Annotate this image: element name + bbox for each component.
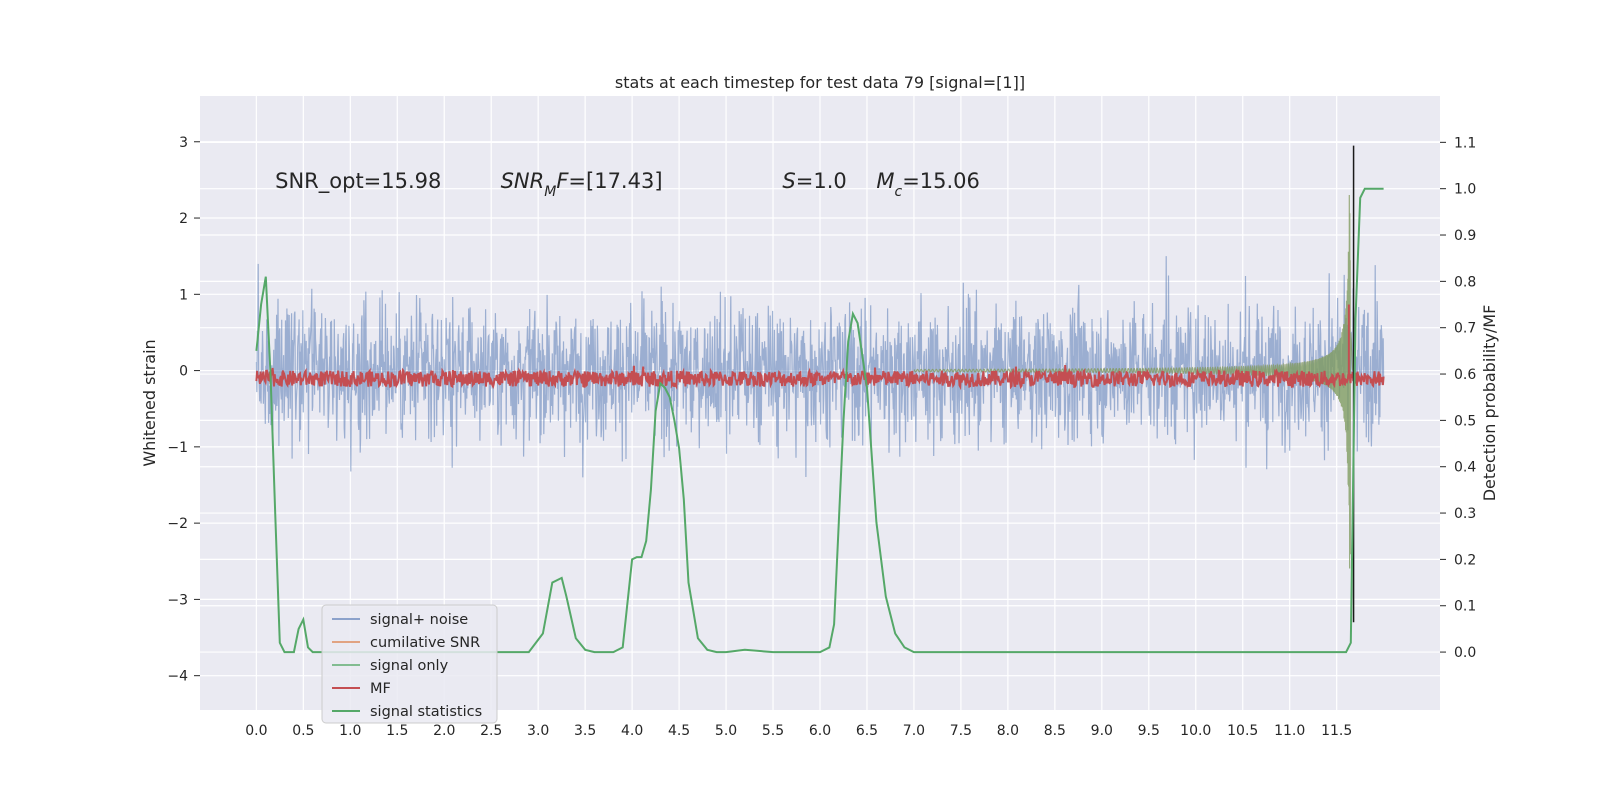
y2-tick-label: 0.5	[1454, 413, 1476, 429]
legend-label: signal+ noise	[370, 612, 468, 628]
annotation-s: S=1.0	[782, 169, 846, 193]
y-tick-label: 3	[179, 135, 188, 151]
y2-tick-label: 0.1	[1454, 599, 1476, 615]
legend-box	[321, 604, 498, 724]
x-tick-label: 1.0	[339, 723, 361, 739]
y-axis-label: Whitened strain	[140, 339, 159, 466]
x-tick-label: 8.5	[1044, 723, 1066, 739]
annotation-snr-mf: SNRMF=[17.43]	[501, 169, 663, 200]
x-tick-label: 2.5	[480, 723, 502, 739]
legend-label: cumilative SNR	[370, 635, 480, 651]
series-signal-only-line	[913, 194, 1354, 569]
x-tick-label: 7.5	[950, 723, 972, 739]
y2-tick-label: 1.0	[1454, 182, 1476, 198]
x-tick-label: 9.5	[1138, 723, 1160, 739]
y2-tick-label: 0.7	[1454, 321, 1476, 337]
y2-tick-label: 0.8	[1454, 274, 1476, 290]
x-tick-label: 7.0	[903, 723, 925, 739]
y2-tick-label: 0.9	[1454, 228, 1476, 244]
y-tick-label: −4	[167, 669, 188, 685]
legend: signal+ noise cumilative SNR signal only MF…	[321, 604, 498, 724]
x-tick-label: 6.5	[856, 723, 878, 739]
chart-title: stats at each timestep for test data 79 …	[615, 73, 1025, 92]
x-tick-label: 5.5	[762, 723, 784, 739]
series-layer	[255, 145, 1385, 654]
x-tick-label: 2.0	[433, 723, 455, 739]
legend-label: signal only	[370, 658, 449, 674]
y-tick-label: 1	[179, 287, 188, 303]
legend-label: signal statistics	[370, 704, 482, 720]
x-tick-label: 3.0	[527, 723, 549, 739]
axes: 0.0 0.5 1.0 1.5 2.0 2.5 3.0 3.5 4.0 4.5 5.0 5.5 6.0 6…	[167, 135, 1476, 739]
grid	[200, 96, 1440, 710]
y2-tick-label: 0.4	[1454, 460, 1476, 476]
x-tick-label: 4.0	[621, 723, 643, 739]
x-tick-label: 0.5	[292, 723, 314, 739]
x-tick-label: 9.0	[1091, 723, 1113, 739]
x-tick-label: 10.5	[1227, 723, 1258, 739]
y2-tick-label: 1.1	[1454, 135, 1476, 151]
x-tick-label: 8.0	[997, 723, 1019, 739]
legend-label: MF	[370, 681, 391, 697]
series-mf-line	[255, 364, 1385, 391]
y2-tick-label: 0.0	[1454, 645, 1476, 661]
series-signal-noise-line	[255, 256, 1385, 478]
y2-tick-label: 0.2	[1454, 552, 1476, 568]
annotation-mc: Mc=15.06	[876, 169, 980, 200]
x-tick-label: 4.5	[668, 723, 690, 739]
x-tick-label: 5.0	[715, 723, 737, 739]
annotations: SNR_opt=15.98 SNRMF=[17.43] S=1.0 Mc=15.06	[275, 169, 980, 200]
y2-tick-label: 0.6	[1454, 367, 1476, 383]
y-tick-label: 0	[179, 364, 188, 380]
y-tick-label: −1	[167, 440, 188, 456]
y-tick-label: −2	[167, 516, 188, 532]
x-tick-label: 11.0	[1274, 723, 1305, 739]
y-tick-label: −3	[167, 592, 188, 608]
y2-tick-label: 0.3	[1454, 506, 1476, 522]
x-tick-label: 0.0	[245, 723, 267, 739]
series-signal-statistics-line	[255, 187, 1384, 654]
x-tick-label: 11.5	[1321, 723, 1352, 739]
y-tick-label: 2	[179, 211, 188, 227]
annotation-snr-opt: SNR_opt=15.98	[275, 169, 441, 194]
y2-axis-label: Detection probability/MF	[1480, 305, 1499, 502]
x-tick-label: 1.5	[386, 723, 408, 739]
x-tick-label: 3.5	[574, 723, 596, 739]
x-tick-label: 10.0	[1180, 723, 1211, 739]
x-tick-label: 6.0	[809, 723, 831, 739]
